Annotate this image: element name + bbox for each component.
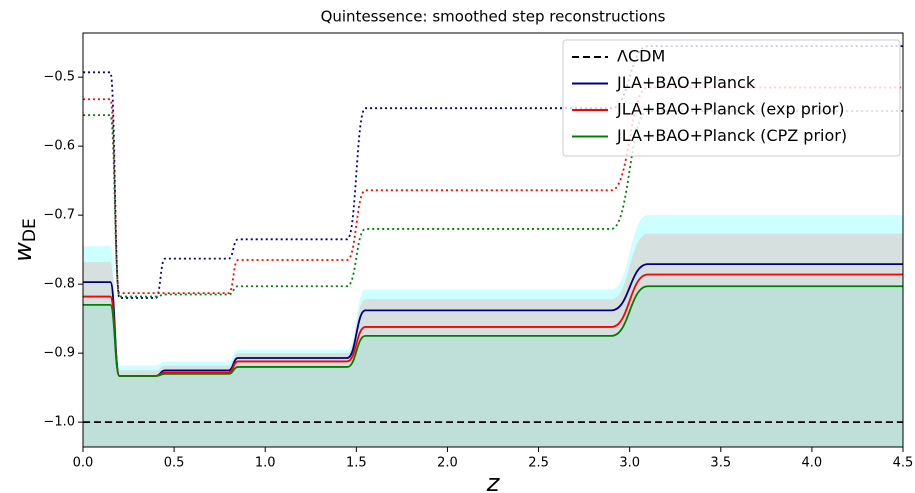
legend-box [562, 39, 901, 157]
x-tick-label: 0.5 [164, 456, 185, 471]
y-axis-label-sub: DE [20, 218, 40, 242]
x-tick-label: 4.0 [802, 456, 823, 471]
x-tick-label: 3.5 [710, 456, 731, 471]
legend-label: JLA+BAO+Planck [616, 73, 756, 92]
x-tick-label: 3.0 [619, 456, 640, 471]
x-tick-label: 0.0 [73, 456, 94, 471]
legend-label: ΛCDM [617, 47, 665, 66]
x-tick-label: 2.5 [528, 456, 549, 471]
y-tick-label: −0.6 [43, 139, 75, 154]
y-axis-label-main: w [9, 242, 37, 262]
x-tick-label: 1.0 [255, 456, 276, 471]
plot-frame [82, 32, 904, 448]
plot-area [83, 45, 903, 447]
chart-title: Quintessence: smoothed step reconstructi… [321, 8, 666, 26]
series-area [83, 286, 903, 447]
bound-line [83, 45, 903, 299]
legend-label: JLA+BAO+Planck (CPZ prior) [616, 126, 847, 145]
y-tick-label: −0.8 [43, 277, 75, 292]
y-tick-label: −1.0 [43, 415, 75, 430]
legend-label: JLA+BAO+Planck (exp prior) [616, 100, 844, 119]
y-axis-label: wDE [9, 218, 40, 261]
y-tick-label: −0.5 [43, 70, 75, 85]
y-tick-label: −0.7 [43, 208, 75, 223]
y-tick-label: −0.9 [43, 346, 75, 361]
x-tick-label: 2.0 [437, 456, 458, 471]
x-tick-label: 4.5 [893, 456, 914, 471]
series-line [83, 285, 903, 377]
x-tick-label: 1.5 [346, 456, 367, 471]
bound-line [83, 86, 903, 295]
x-axis-label: z [486, 469, 501, 493]
bound-line [83, 110, 903, 298]
